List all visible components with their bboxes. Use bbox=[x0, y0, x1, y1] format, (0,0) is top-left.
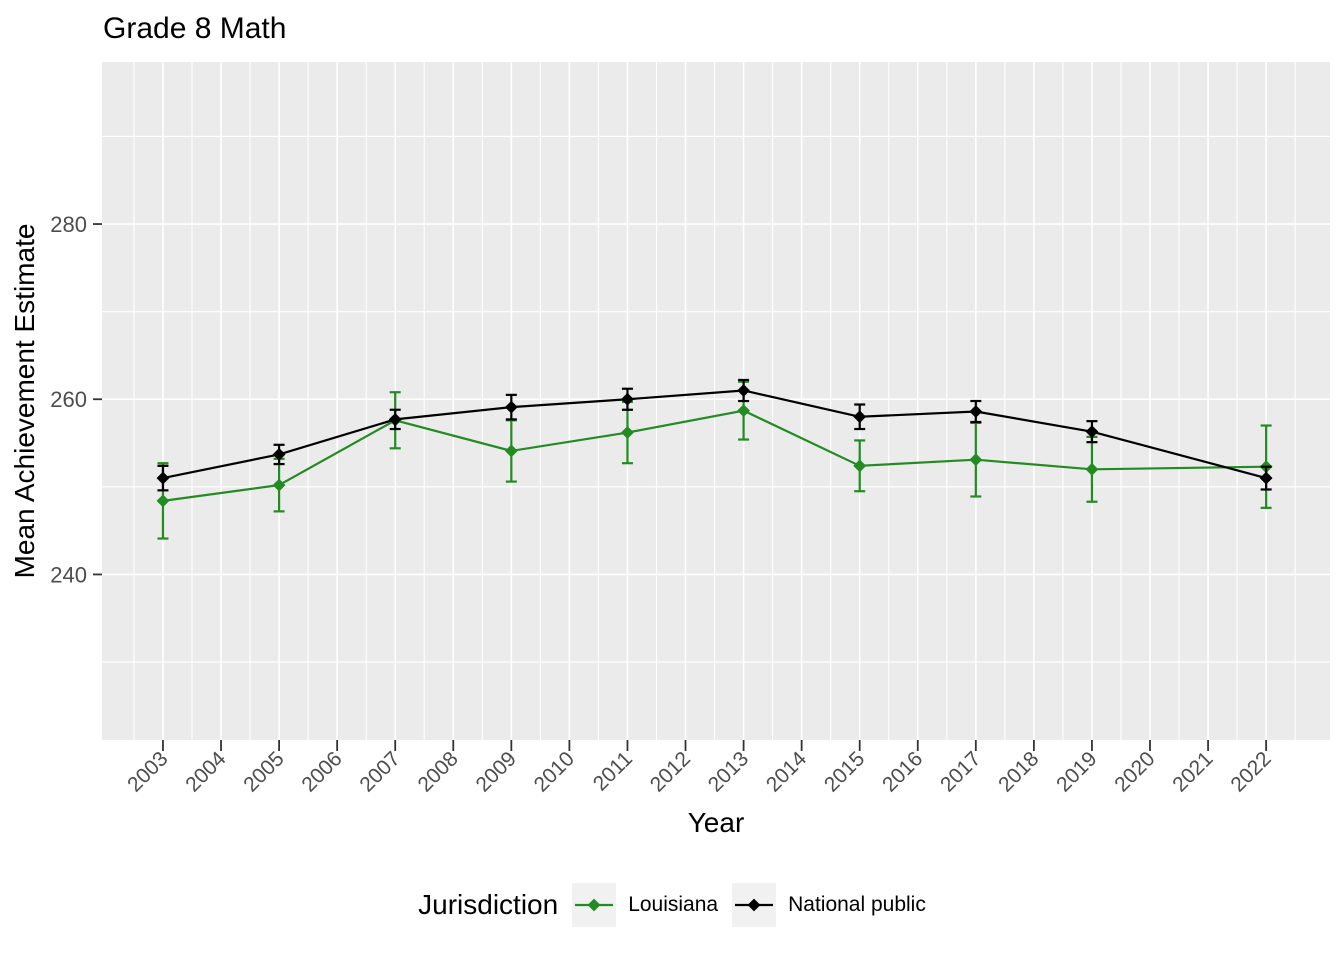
marker-diamond bbox=[504, 444, 518, 458]
legend-key-louisiana bbox=[572, 883, 617, 927]
legend-key-national-public bbox=[732, 883, 777, 927]
marker-diamond bbox=[1259, 471, 1273, 485]
marker-diamond bbox=[969, 405, 983, 418]
x-tick-label: 2020 bbox=[1110, 747, 1159, 796]
national-public-key-glyph bbox=[735, 898, 774, 912]
markers-national-public bbox=[156, 384, 1273, 485]
marker-diamond bbox=[621, 392, 634, 406]
x-tick-label: 2004 bbox=[181, 747, 231, 797]
marker-diamond bbox=[621, 426, 634, 439]
series-national-public bbox=[156, 378, 1273, 492]
series-line-national-public bbox=[162, 389, 1267, 480]
y-tick-label: 280 bbox=[50, 212, 87, 237]
x-tick-label: 2013 bbox=[704, 747, 753, 796]
x-tick-label: 2010 bbox=[530, 747, 579, 796]
marker-diamond bbox=[272, 478, 286, 492]
x-tick-label: 2007 bbox=[355, 747, 404, 796]
x-tick-label: 2003 bbox=[123, 747, 172, 796]
x-tick-label: 2015 bbox=[820, 747, 869, 796]
marker-diamond bbox=[1085, 462, 1099, 476]
x-axis-title: Year bbox=[688, 807, 745, 838]
marker-diamond bbox=[969, 453, 983, 467]
marker-diamond bbox=[737, 384, 750, 397]
x-tick-label: 2017 bbox=[936, 747, 985, 796]
x-axis-ticks bbox=[162, 740, 1268, 751]
marker-diamond bbox=[853, 459, 867, 473]
x-tick-label: 2014 bbox=[762, 747, 812, 797]
legend-item-louisiana: Louisiana bbox=[572, 883, 718, 927]
x-tick-label: 2022 bbox=[1226, 747, 1275, 796]
x-tick-label: 2008 bbox=[414, 747, 463, 796]
x-tick-label: 2012 bbox=[646, 747, 695, 796]
x-tick-label: 2005 bbox=[239, 747, 288, 796]
x-tick-label: 2006 bbox=[297, 747, 346, 796]
gridlines-major bbox=[102, 62, 1330, 740]
marker-diamond bbox=[388, 412, 402, 426]
legend-key-diamond bbox=[747, 898, 761, 912]
y-tick-label: 240 bbox=[50, 562, 87, 587]
legend-label-national-public: National public bbox=[788, 893, 926, 916]
marker-diamond bbox=[156, 471, 170, 485]
gridlines-minor bbox=[102, 62, 1330, 740]
marker-diamond bbox=[156, 494, 170, 508]
plot-area: 2003 2004 2005 2006 2007 2008 2009 2010 2011 2012… bbox=[9, 62, 1330, 838]
y-tick-label: 260 bbox=[50, 387, 87, 412]
marker-diamond bbox=[504, 400, 518, 414]
x-tick-label: 2021 bbox=[1168, 747, 1217, 796]
marker-diamond bbox=[737, 404, 750, 418]
x-tick-label: 2016 bbox=[878, 747, 927, 796]
legend-key-diamond bbox=[587, 898, 601, 912]
legend-item-national-public: National public bbox=[732, 883, 926, 927]
legend: Jurisdiction Louisiana National public bbox=[0, 881, 1344, 929]
legend-title: Jurisdiction bbox=[418, 889, 559, 920]
x-tick-label: 2011 bbox=[589, 747, 637, 795]
marker-diamond bbox=[853, 410, 867, 424]
y-axis-title: Mean Achievement Estimate bbox=[9, 224, 40, 579]
x-tick-label: 2018 bbox=[994, 747, 1043, 796]
y-axis-ticks bbox=[93, 223, 102, 576]
x-tick-label: 2009 bbox=[472, 747, 521, 796]
plot-title: Grade 8 Math bbox=[103, 12, 287, 45]
marker-diamond bbox=[1085, 425, 1099, 439]
plot-panel bbox=[102, 62, 1330, 740]
louisiana-key-glyph bbox=[575, 898, 614, 912]
legend-label-louisiana: Louisiana bbox=[628, 893, 719, 916]
series-line-louisiana bbox=[162, 409, 1267, 502]
marker-diamond bbox=[272, 448, 286, 461]
x-tick-label: 2019 bbox=[1052, 747, 1101, 796]
